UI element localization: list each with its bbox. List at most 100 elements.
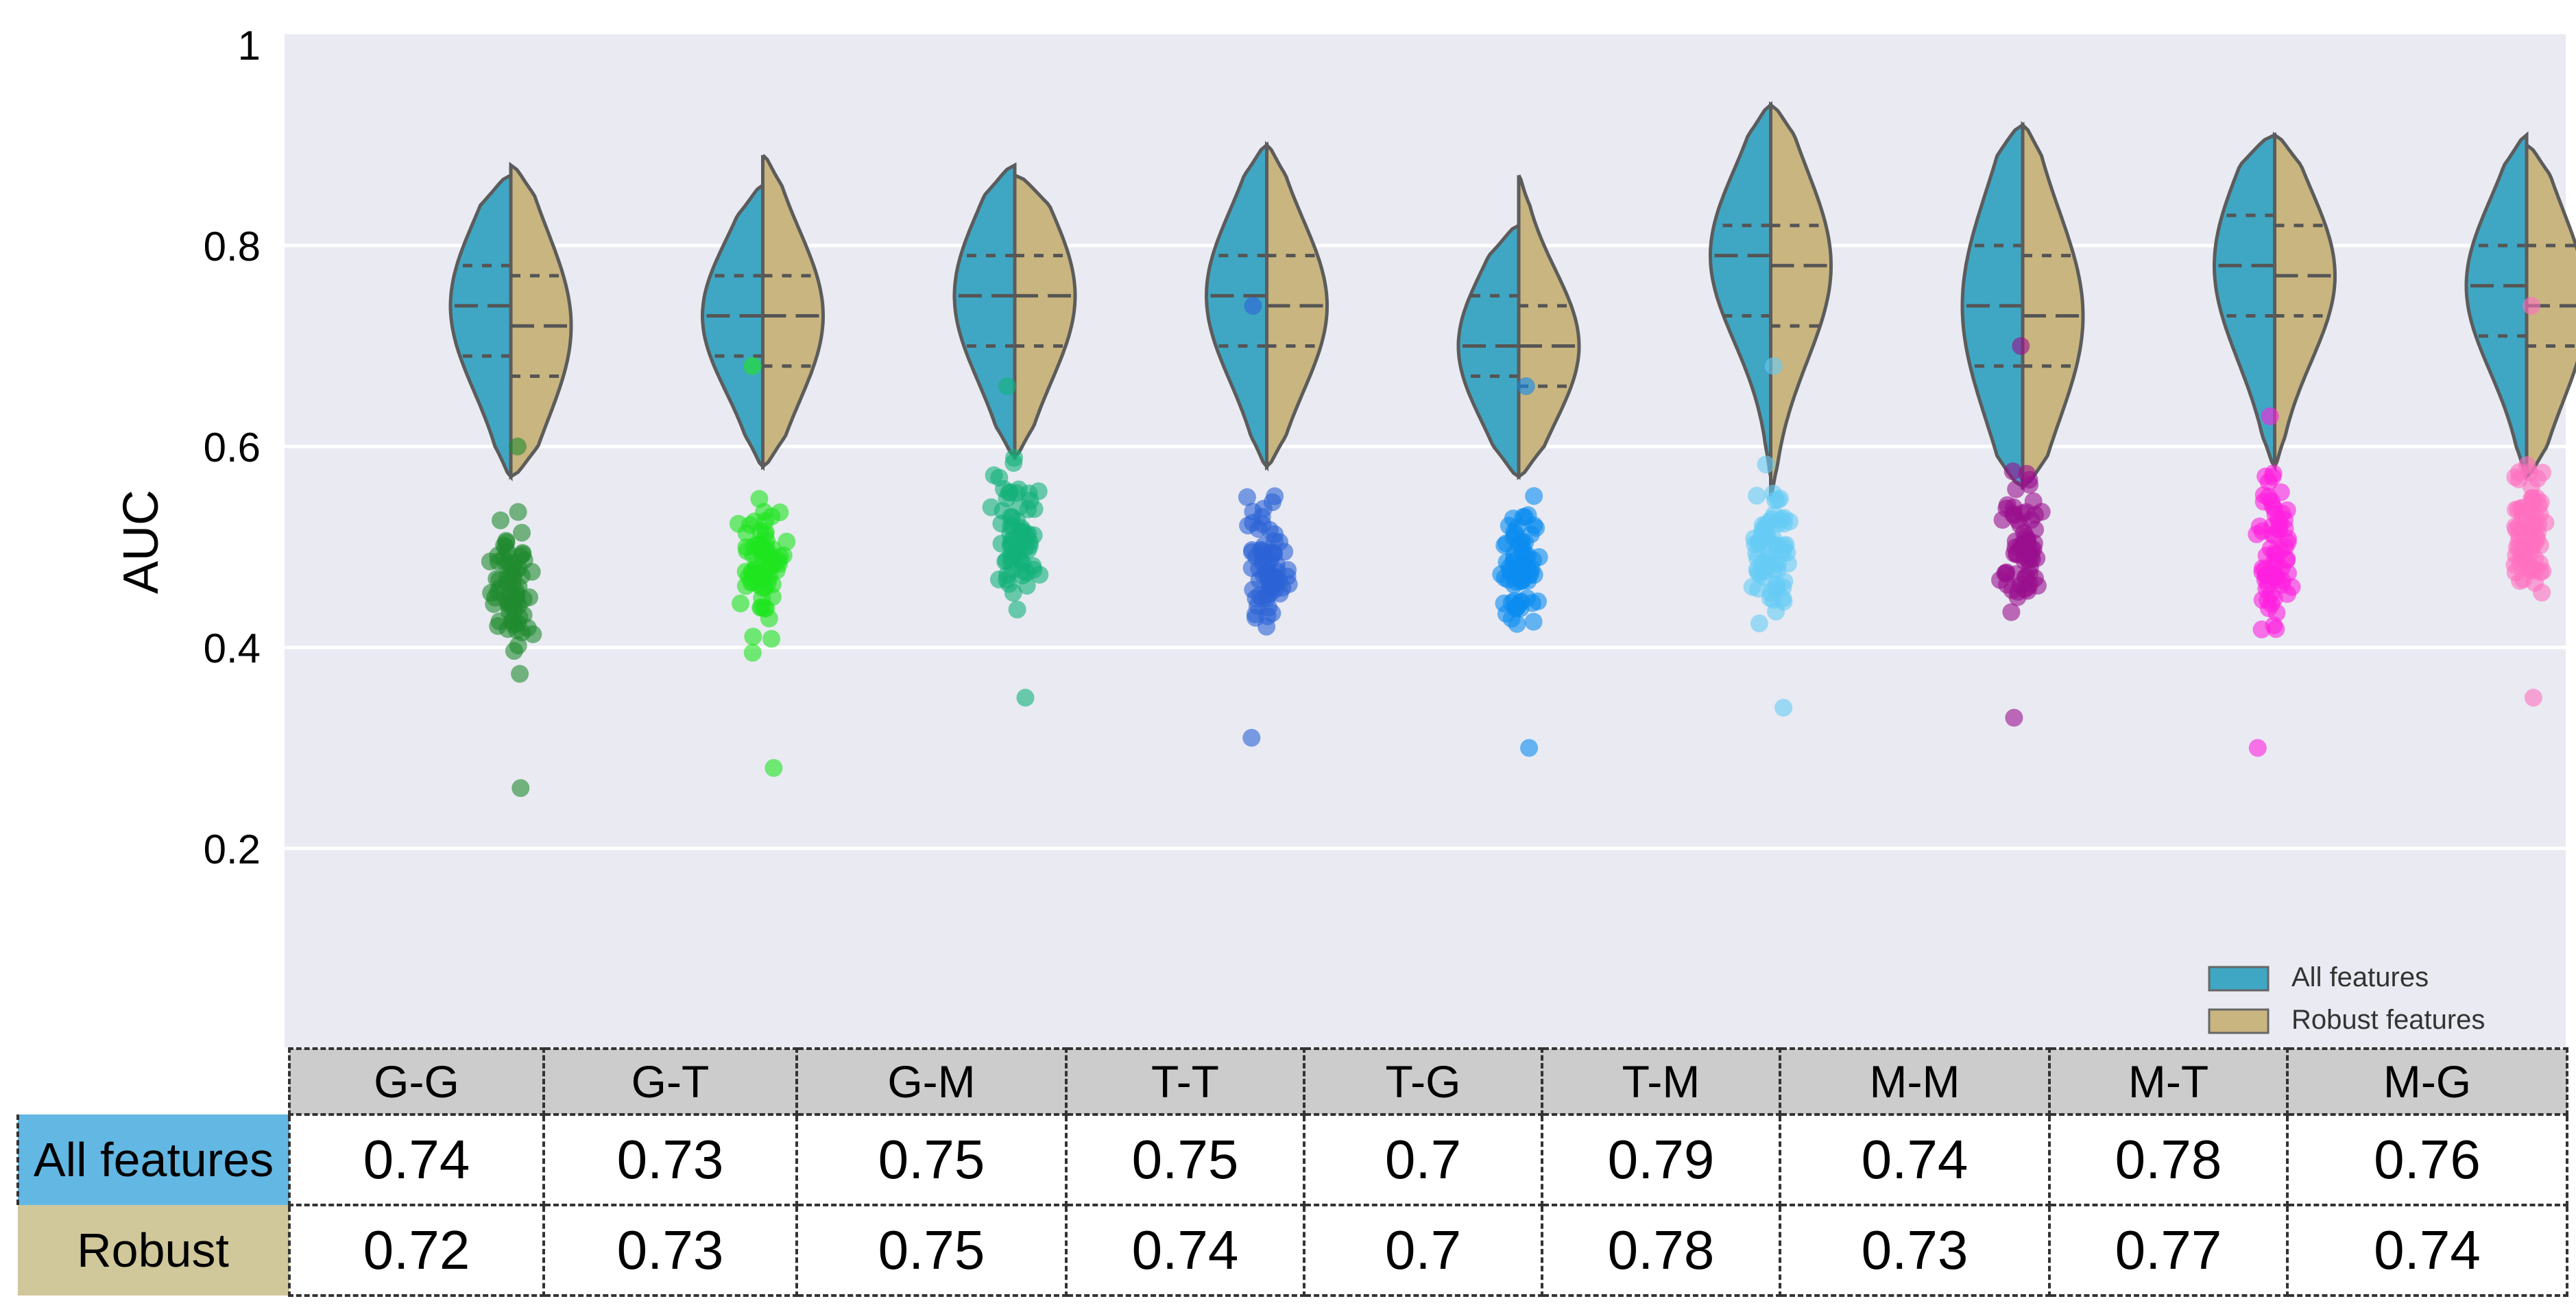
violin-half-right bbox=[1013, 174, 1077, 461]
table-header-cell: T-G bbox=[1303, 1047, 1543, 1116]
random-point bbox=[771, 503, 789, 521]
random-point bbox=[514, 545, 532, 564]
random-point bbox=[1525, 487, 1543, 505]
table-header-cell: T-M bbox=[1541, 1047, 1781, 1116]
violin-half-left bbox=[701, 182, 765, 472]
random-point bbox=[1748, 563, 1767, 582]
random-point bbox=[743, 643, 762, 662]
random-point bbox=[2272, 559, 2291, 577]
table-cell: 0.74 bbox=[1779, 1113, 2051, 1206]
random-point bbox=[1019, 540, 1037, 559]
random-point bbox=[1748, 549, 1767, 568]
random-point bbox=[2267, 620, 2285, 639]
random-point bbox=[511, 779, 530, 798]
random-point bbox=[744, 628, 762, 646]
random-point bbox=[497, 532, 516, 550]
random-point bbox=[2002, 603, 2021, 621]
table-cell: 0.75 bbox=[795, 1113, 1068, 1206]
random-point bbox=[2259, 599, 2278, 617]
random-point bbox=[1513, 543, 1531, 562]
random-point bbox=[743, 357, 762, 375]
random-point bbox=[1765, 357, 1783, 375]
random-point bbox=[1008, 600, 1026, 619]
random-point bbox=[1020, 484, 1038, 503]
random-point bbox=[1262, 584, 1279, 602]
table-cell: 0.73 bbox=[542, 1113, 798, 1206]
table-header-cell: G-T bbox=[542, 1047, 798, 1116]
y-tick-label: 0.4 bbox=[204, 625, 261, 671]
legend-swatch-robust bbox=[2208, 1008, 2270, 1034]
random-point bbox=[2256, 560, 2274, 578]
random-point bbox=[1771, 490, 1790, 508]
table-row-robust: Robust 0.72 0.73 0.75 0.74 0.7 0.78 0.73… bbox=[18, 1204, 2568, 1297]
random-point bbox=[1266, 487, 1284, 505]
random-point bbox=[2269, 511, 2287, 529]
auc-summary-table: G-G G-T G-M T-T T-G T-M M-M M-T M-G All … bbox=[16, 1047, 2568, 1297]
random-point bbox=[505, 642, 523, 660]
violins bbox=[448, 101, 2576, 497]
y-axis-label: AUC bbox=[114, 490, 169, 594]
y-axis-ticks: 0.2 0.4 0.6 0.8 1 bbox=[204, 23, 261, 872]
random-point bbox=[2523, 492, 2541, 510]
random-point bbox=[2533, 584, 2551, 602]
random-point bbox=[490, 612, 509, 630]
legend: All features Robust features bbox=[2208, 962, 2485, 1035]
violin-half-right bbox=[2525, 141, 2576, 481]
violin-half-left bbox=[2213, 132, 2276, 473]
random-point bbox=[2005, 708, 2023, 727]
random-point bbox=[1517, 377, 1535, 396]
table-cell: 0.75 bbox=[795, 1204, 1068, 1297]
random-point bbox=[2264, 464, 2283, 483]
random-point bbox=[1508, 615, 1526, 633]
random-point bbox=[1266, 525, 1284, 543]
random-point bbox=[511, 665, 529, 683]
table-cell: 0.78 bbox=[2048, 1113, 2289, 1206]
random-point bbox=[2511, 572, 2529, 591]
table-cell: 0.73 bbox=[1779, 1204, 2051, 1297]
random-point bbox=[2003, 462, 2022, 481]
random-point bbox=[1249, 597, 1266, 615]
table-cell: 0.74 bbox=[1065, 1204, 1305, 1297]
random-point bbox=[732, 594, 749, 612]
table-header-cell: M-T bbox=[2048, 1047, 2289, 1116]
random-point bbox=[740, 567, 758, 586]
table-cell: 0.75 bbox=[1065, 1113, 1305, 1206]
random-point bbox=[520, 588, 538, 606]
random-point bbox=[982, 498, 1000, 516]
random-point bbox=[2536, 514, 2555, 532]
legend-swatch-all bbox=[2208, 966, 2270, 992]
y-tick-label: 1 bbox=[238, 23, 261, 69]
random-point bbox=[756, 525, 775, 544]
violin-half-right bbox=[1769, 101, 1833, 497]
violin-half-right bbox=[509, 161, 573, 480]
table-cell: 0.72 bbox=[288, 1204, 545, 1297]
random-point bbox=[1529, 592, 1547, 610]
random-point bbox=[1031, 566, 1049, 584]
random-point bbox=[513, 523, 531, 542]
auc-summary-table-wrapper: G-G G-T G-M T-T T-G T-M M-M M-T M-G All … bbox=[16, 1047, 2568, 1297]
table-cell: 0.79 bbox=[1541, 1113, 1781, 1206]
random-point bbox=[762, 557, 781, 575]
random-point bbox=[487, 570, 506, 588]
random-point bbox=[1761, 584, 1780, 602]
random-point bbox=[2533, 562, 2552, 580]
random-point bbox=[2017, 567, 2036, 586]
gridlines bbox=[285, 243, 2566, 850]
violin-chart: 0.2 0.4 0.6 0.8 1 AUC All features Robust fe… bbox=[114, 23, 2576, 1047]
random-point bbox=[2533, 464, 2552, 482]
random-point bbox=[1998, 496, 2017, 514]
random-point bbox=[1765, 505, 1783, 524]
random-point bbox=[1516, 508, 1534, 526]
violin-half-right bbox=[1517, 174, 1581, 480]
violin-half-left bbox=[1708, 101, 1772, 477]
random-point bbox=[2012, 337, 2030, 355]
random-point bbox=[1753, 529, 1771, 548]
random-point bbox=[2253, 522, 2272, 540]
random-point bbox=[741, 516, 760, 534]
table-cell: 0.73 bbox=[542, 1204, 798, 1297]
random-point bbox=[1524, 612, 1543, 631]
table-cell: 0.77 bbox=[2048, 1204, 2289, 1297]
table-cell: 0.7 bbox=[1303, 1204, 1543, 1297]
violin-half-left bbox=[448, 174, 513, 482]
table-cell: 0.7 bbox=[1303, 1113, 1543, 1206]
